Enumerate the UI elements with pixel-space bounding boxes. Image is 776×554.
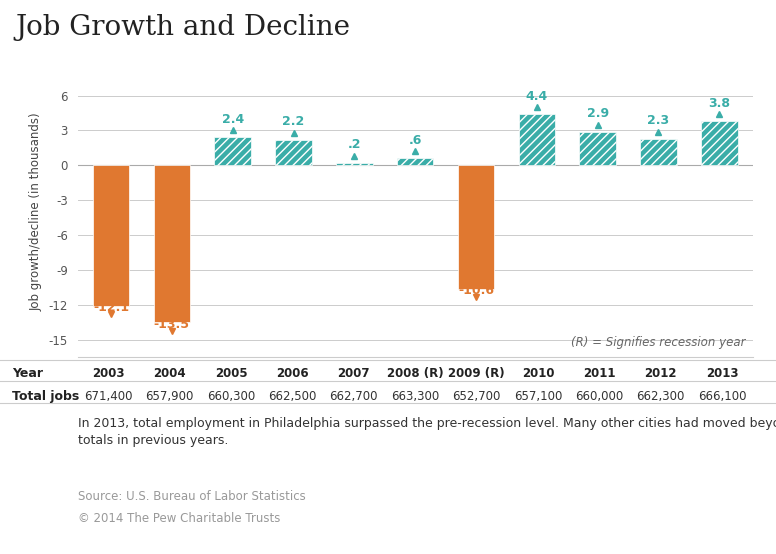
Text: (R) = Signifies recession year: (R) = Signifies recession year	[571, 336, 746, 348]
Text: .6: .6	[408, 134, 422, 147]
Text: 2006: 2006	[276, 367, 309, 381]
Text: Source: U.S. Bureau of Labor Statistics: Source: U.S. Bureau of Labor Statistics	[78, 490, 305, 503]
Text: 2005: 2005	[215, 367, 248, 381]
Text: 662,500: 662,500	[268, 389, 317, 403]
Text: 2011: 2011	[583, 367, 615, 381]
Text: 3.8: 3.8	[708, 96, 730, 110]
Bar	[275, 140, 312, 165]
Text: 2010: 2010	[521, 367, 554, 381]
Bar	[93, 165, 130, 306]
Text: In 2013, total employment in Philadelphia surpassed the pre-recession level. Man: In 2013, total employment in Philadelphi…	[78, 417, 776, 447]
Text: .2: .2	[348, 138, 361, 151]
Text: 657,100: 657,100	[514, 389, 562, 403]
Bar	[154, 165, 190, 322]
Text: 2004: 2004	[154, 367, 186, 381]
Text: Job Growth and Decline: Job Growth and Decline	[16, 14, 351, 41]
Text: 663,300: 663,300	[391, 389, 439, 403]
Text: 2.4: 2.4	[222, 113, 244, 126]
Text: -13.5: -13.5	[154, 318, 190, 331]
Text: 2008 (R): 2008 (R)	[387, 367, 443, 381]
Bar	[336, 163, 372, 165]
Text: -10.6: -10.6	[458, 284, 494, 297]
Text: 2.9: 2.9	[587, 107, 608, 120]
Bar	[458, 165, 494, 289]
Bar	[580, 132, 616, 165]
Text: 2013: 2013	[706, 367, 738, 381]
Text: 662,300: 662,300	[636, 389, 685, 403]
Text: Year: Year	[12, 367, 43, 381]
Text: 2009 (R): 2009 (R)	[449, 367, 505, 381]
Bar	[701, 121, 737, 165]
Text: 4.4: 4.4	[525, 90, 548, 102]
Bar	[518, 114, 555, 165]
Text: 666,100: 666,100	[698, 389, 747, 403]
Text: 2007: 2007	[338, 367, 370, 381]
Text: 657,900: 657,900	[145, 389, 194, 403]
Text: 660,000: 660,000	[575, 389, 623, 403]
Text: 662,700: 662,700	[330, 389, 378, 403]
Text: 2012: 2012	[644, 367, 677, 381]
Bar	[640, 138, 677, 165]
Bar	[397, 158, 434, 165]
Text: 2003: 2003	[92, 367, 124, 381]
Text: 671,400: 671,400	[84, 389, 133, 403]
Text: Total jobs: Total jobs	[12, 389, 79, 403]
Text: 660,300: 660,300	[207, 389, 255, 403]
Text: © 2014 The Pew Charitable Trusts: © 2014 The Pew Charitable Trusts	[78, 512, 280, 525]
Bar	[214, 137, 251, 165]
Text: 652,700: 652,700	[452, 389, 501, 403]
Y-axis label: Job growth/decline (in thousands): Job growth/decline (in thousands)	[30, 112, 43, 311]
Text: 2.2: 2.2	[282, 115, 305, 128]
Text: 2.3: 2.3	[647, 114, 670, 127]
Text: -12.1: -12.1	[93, 301, 129, 315]
